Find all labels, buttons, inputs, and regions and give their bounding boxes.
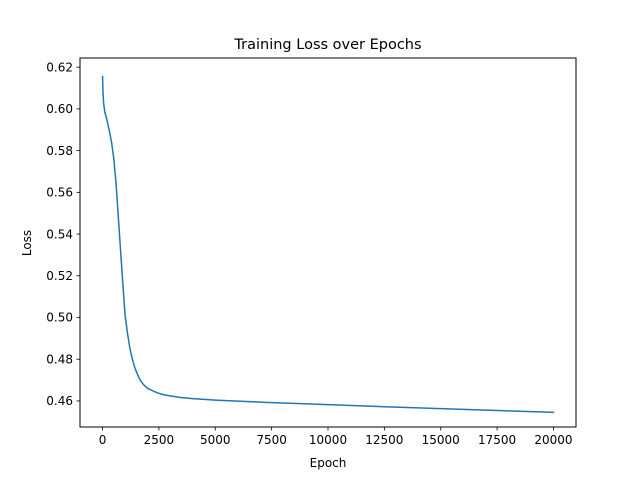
chart-title: Training Loss over Epochs (233, 37, 421, 53)
y-tick-label: 0.62 (46, 60, 73, 74)
x-tick-label: 15000 (422, 433, 460, 447)
x-axis-label: Epoch (310, 456, 347, 470)
x-tick-label: 10000 (309, 433, 347, 447)
y-tick-label: 0.56 (46, 186, 73, 200)
y-tick-label: 0.54 (46, 227, 73, 241)
x-tick-label: 2500 (144, 433, 175, 447)
y-tick-label: 0.46 (46, 394, 73, 408)
x-tick-label: 7500 (256, 433, 287, 447)
plot-frame (79, 57, 577, 428)
x-axis: 0 2500 5000 7500 10000 12500 15000 17500 20000 (99, 427, 573, 447)
x-tick-label: 20000 (534, 433, 572, 447)
y-tick-label: 0.48 (46, 352, 73, 366)
x-tick-label: 17500 (478, 433, 516, 447)
x-tick-label: 5000 (200, 433, 231, 447)
y-tick-label: 0.58 (46, 144, 73, 158)
y-tick-label: 0.60 (46, 102, 73, 116)
y-tick-label: 0.52 (46, 269, 73, 283)
x-tick-label: 12500 (365, 433, 403, 447)
y-axis: 0.46 0.48 0.50 0.52 0.54 0.56 0.58 0.60 0.62 (46, 60, 80, 408)
x-tick-label: 0 (99, 433, 107, 447)
y-tick-label: 0.50 (46, 311, 73, 325)
y-axis-label: Loss (20, 230, 34, 256)
loss-series-line (101, 75, 555, 414)
